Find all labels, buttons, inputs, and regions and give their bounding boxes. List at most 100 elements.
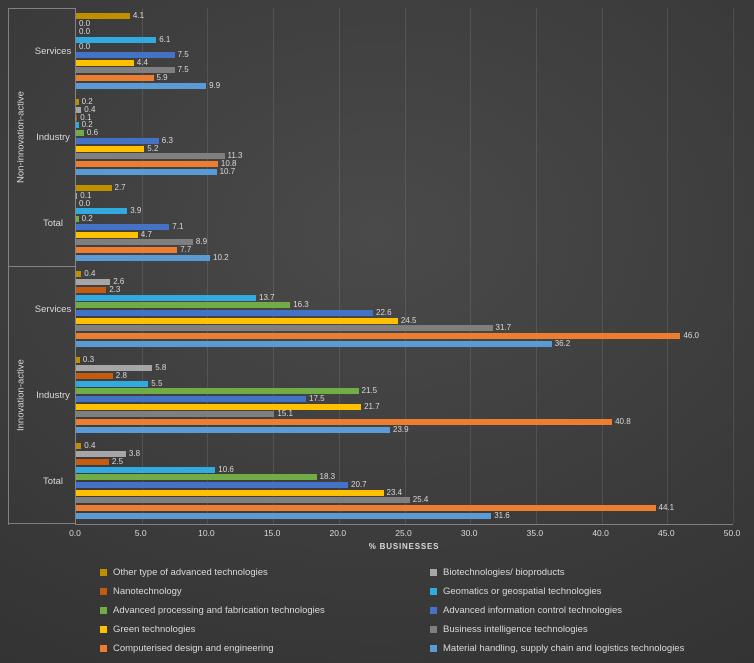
bar bbox=[76, 372, 113, 379]
bar bbox=[76, 451, 126, 458]
legend-swatch-icon bbox=[430, 645, 437, 652]
bar-value-label: 15.1 bbox=[277, 409, 293, 419]
legend-swatch-icon bbox=[100, 607, 107, 614]
bar bbox=[76, 466, 216, 473]
x-tick-label: 5.0 bbox=[134, 528, 147, 538]
legend-label: Nanotechnology bbox=[113, 586, 182, 597]
axis-group-divider bbox=[9, 266, 75, 267]
bar bbox=[76, 365, 153, 372]
x-tick-label: 45.0 bbox=[658, 528, 675, 538]
bar-value-label: 8.9 bbox=[195, 237, 208, 247]
legend-label: Material handling, supply chain and logi… bbox=[443, 643, 685, 654]
bar bbox=[76, 309, 373, 316]
bar-value-label: 7.5 bbox=[177, 49, 189, 59]
group-axis-label: Non-innovation-active bbox=[15, 91, 27, 183]
bar bbox=[76, 302, 291, 309]
legend-item: Advanced information control technologie… bbox=[430, 605, 744, 616]
category-axis: Services Industry Total Services Industry Tot… bbox=[8, 8, 75, 525]
bar-value-label: 4.7 bbox=[140, 229, 152, 239]
gridline bbox=[404, 8, 406, 524]
bar bbox=[76, 99, 79, 106]
bar bbox=[76, 193, 78, 199]
bar-value-label: 40.8 bbox=[615, 417, 631, 426]
bar-value-label: 31.6 bbox=[494, 510, 510, 520]
bar bbox=[76, 223, 170, 230]
bar-value-label: 10.6 bbox=[218, 464, 234, 474]
bar-value-label: 23.9 bbox=[393, 424, 409, 434]
bar-value-label: 46.0 bbox=[683, 331, 699, 340]
bar bbox=[76, 505, 656, 511]
bar-value-label: 0.0 bbox=[79, 26, 91, 36]
category-label: Services bbox=[34, 303, 72, 315]
bar bbox=[76, 340, 552, 347]
legend-item: Material handling, supply chain and logi… bbox=[430, 643, 744, 654]
bar bbox=[76, 357, 80, 364]
bar bbox=[76, 145, 145, 152]
axis-group-divider bbox=[9, 8, 75, 9]
legend-swatch-icon bbox=[100, 626, 107, 633]
bar-value-label: 3.8 bbox=[128, 449, 141, 459]
bar-value-label: 44.1 bbox=[658, 503, 675, 512]
bar bbox=[76, 130, 84, 137]
bar-value-label: 0.2 bbox=[81, 120, 93, 130]
bar-value-label: 22.6 bbox=[376, 307, 392, 317]
legend-label: Green technologies bbox=[113, 624, 196, 635]
legend: Other type of advanced technologies Biote… bbox=[100, 567, 744, 654]
bar bbox=[76, 512, 492, 519]
bar-value-label: 13.7 bbox=[259, 292, 275, 302]
bar bbox=[76, 481, 348, 488]
legend-swatch-icon bbox=[100, 588, 107, 595]
bar bbox=[76, 208, 128, 215]
bar-value-label: 10.8 bbox=[220, 158, 237, 168]
gridline bbox=[207, 8, 209, 524]
bar-value-label: 0.2 bbox=[81, 214, 93, 224]
category-label: Total bbox=[42, 475, 64, 487]
x-tick-label: 15.0 bbox=[263, 528, 281, 538]
legend-swatch-icon bbox=[430, 626, 437, 633]
bar bbox=[76, 107, 82, 113]
bar bbox=[76, 426, 390, 433]
bar bbox=[76, 286, 107, 293]
legend-item: Green technologies bbox=[100, 624, 430, 635]
x-tick-label: 30.0 bbox=[460, 528, 478, 538]
bar bbox=[76, 388, 359, 395]
bar-value-label: 0.4 bbox=[84, 269, 96, 279]
x-axis-title: % BUSINESSES bbox=[368, 542, 440, 551]
axis-group-divider bbox=[9, 523, 75, 524]
gridline bbox=[601, 8, 603, 524]
bar-value-label: 5.9 bbox=[156, 72, 168, 82]
bar-value-label: 0.6 bbox=[86, 128, 99, 138]
bar bbox=[76, 497, 410, 504]
legend-label: Other type of advanced technologies bbox=[113, 567, 268, 578]
bar bbox=[76, 168, 217, 175]
legend-label: Advanced information control technologie… bbox=[443, 605, 623, 616]
bar-value-label: 17.5 bbox=[309, 393, 325, 403]
x-tick-label: 10.0 bbox=[198, 528, 215, 538]
plot-area: 4.1 0.0 0.0 6.1 0.0 7.5 4.4 7.5 5.9 9.9 0.2 0.4 0.1 0… bbox=[75, 8, 734, 525]
bar-value-label: 24.5 bbox=[400, 315, 417, 325]
bar-value-label: 3.9 bbox=[130, 206, 142, 216]
bar bbox=[76, 294, 256, 301]
gridline bbox=[338, 8, 340, 524]
bar-value-label: 0.4 bbox=[84, 441, 96, 451]
legend-item: Geomatics or geospatial technologies bbox=[430, 586, 744, 597]
bar bbox=[76, 36, 157, 43]
bar bbox=[76, 443, 82, 450]
bar-value-label: 4.4 bbox=[136, 57, 148, 67]
bar-value-label: 0.1 bbox=[80, 191, 92, 200]
bar-value-label: 2.3 bbox=[109, 284, 121, 294]
bar-value-label: 2.8 bbox=[115, 370, 127, 380]
x-tick-label: 20.0 bbox=[329, 528, 347, 538]
category-label: Industry bbox=[36, 389, 70, 401]
bar-value-label: 2.6 bbox=[113, 277, 125, 287]
bar bbox=[76, 411, 275, 418]
bar bbox=[76, 216, 79, 223]
bar-value-label: 16.3 bbox=[293, 300, 309, 310]
gridline bbox=[273, 8, 275, 524]
bar bbox=[76, 153, 225, 160]
bar-value-label: 0.0 bbox=[79, 42, 91, 52]
x-tick-label: 25.0 bbox=[395, 528, 412, 538]
bar-value-label: 0.0 bbox=[79, 198, 91, 208]
legend-swatch-icon bbox=[100, 645, 107, 652]
bar bbox=[76, 317, 398, 324]
